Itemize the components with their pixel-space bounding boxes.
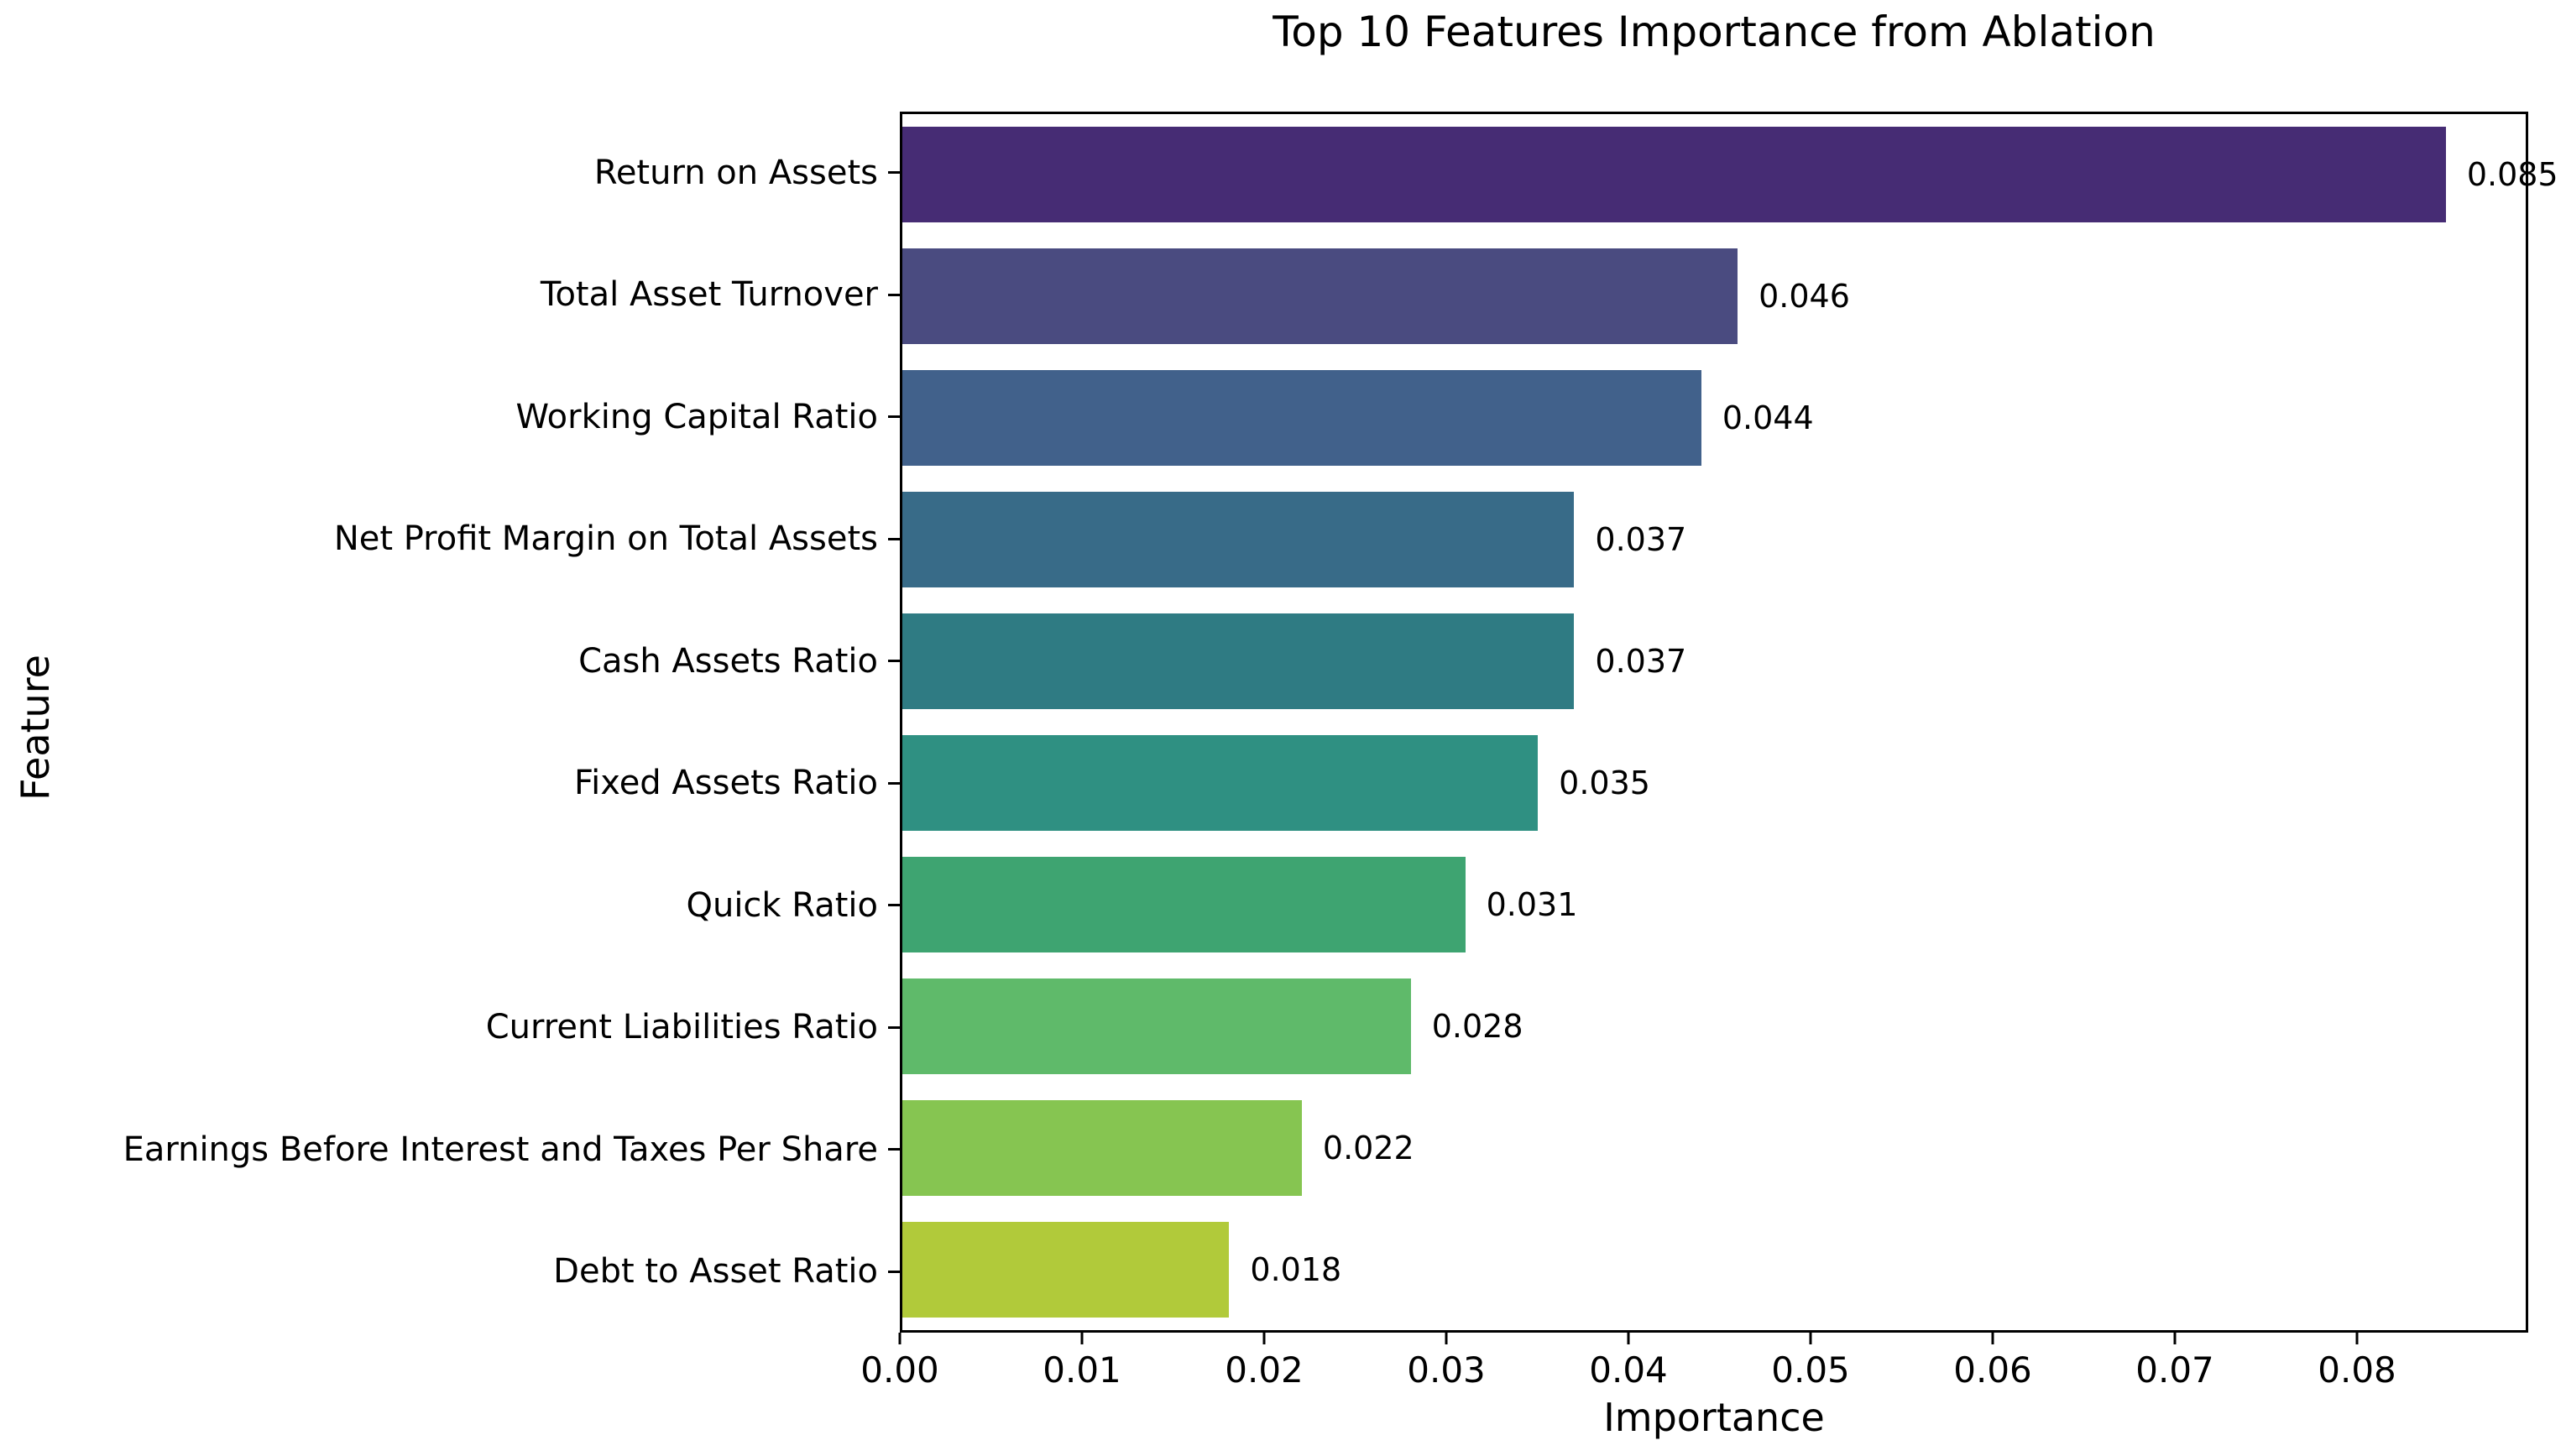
- bar: [902, 978, 1411, 1074]
- x-tick-mark: [898, 1333, 901, 1344]
- y-tick-mark: [888, 171, 900, 175]
- y-tick-label: Total Asset Turnover: [540, 275, 878, 315]
- bar-value-label: 0.018: [1250, 1250, 1342, 1288]
- bar: [902, 856, 1466, 952]
- bar-value-label: 0.085: [2466, 156, 2558, 194]
- y-tick-mark: [888, 1148, 900, 1151]
- x-tick-mark: [2173, 1333, 2177, 1344]
- bar-value-label: 0.044: [1722, 399, 1814, 437]
- x-tick-mark: [1080, 1333, 1084, 1344]
- x-tick-mark: [2355, 1333, 2359, 1344]
- x-axis-tick-marks: [898, 1333, 2528, 1344]
- bar-value-label: 0.028: [1431, 1007, 1523, 1045]
- chart-title: Top 10 Features Importance from Ablation: [1273, 8, 2156, 56]
- x-axis-label: Importance: [1603, 1395, 1825, 1440]
- x-tick-mark: [1809, 1333, 1812, 1344]
- x-axis-tick-labels: 0.00 0.01 0.02 0.03 0.04 0.05 0.06 0.07 0.08: [860, 1349, 2528, 1391]
- y-tick-mark: [888, 660, 900, 663]
- bar: [902, 370, 1701, 467]
- bar: [902, 492, 1575, 588]
- y-tick-mark: [888, 293, 900, 296]
- y-tick-mark: [888, 781, 900, 785]
- x-tick-label: 0.00: [860, 1349, 939, 1391]
- y-tick-mark: [888, 1025, 900, 1029]
- y-tick-label: Earnings Before Interest and Taxes Per S…: [123, 1130, 878, 1169]
- bar-value-label: 0.031: [1486, 885, 1578, 923]
- bar: [902, 734, 1539, 831]
- x-tick-label: 0.08: [2318, 1349, 2396, 1391]
- y-tick-label: Fixed Assets Ratio: [574, 764, 878, 803]
- x-tick-label: 0.07: [2135, 1349, 2214, 1391]
- y-tick-mark: [888, 537, 900, 540]
- y-tick-mark: [888, 1270, 900, 1273]
- x-tick-label: 0.01: [1043, 1349, 1121, 1391]
- x-tick-label: 0.02: [1225, 1349, 1304, 1391]
- bar: [902, 1099, 1302, 1196]
- plot-area: 0.085 0.046 0.044 0.037 0.037 0.035 0.031 0.028…: [900, 112, 2558, 1333]
- y-tick-label: Current Liabilities Ratio: [485, 1008, 878, 1047]
- bar-value-label: 0.037: [1595, 521, 1687, 559]
- y-tick-mark: [888, 904, 900, 907]
- y-axis-tick-labels: Return on Assets Total Asset Turnover Work…: [0, 112, 878, 1333]
- bar-value-label: 0.022: [1322, 1129, 1414, 1166]
- y-tick-label: Debt to Asset Ratio: [553, 1252, 878, 1292]
- bar: [902, 127, 2446, 223]
- bar: [902, 1221, 1230, 1318]
- y-tick-label: Quick Ratio: [686, 885, 878, 925]
- y-tick-label: Return on Assets: [593, 153, 878, 192]
- x-tick-label: 0.05: [1771, 1349, 1850, 1391]
- x-tick-mark: [1991, 1333, 1994, 1344]
- bar-value-label: 0.037: [1595, 643, 1687, 681]
- x-tick-label: 0.03: [1407, 1349, 1486, 1391]
- x-tick-mark: [1627, 1333, 1630, 1344]
- bar: [902, 613, 1575, 710]
- bar: [902, 248, 1738, 345]
- y-tick-label: Net Profit Margin on Total Assets: [333, 519, 878, 559]
- y-axis-tick-marks: [888, 112, 900, 1333]
- y-tick-label: Cash Assets Ratio: [578, 641, 878, 681]
- x-tick-label: 0.04: [1589, 1349, 1668, 1391]
- bar-value-label: 0.035: [1559, 764, 1650, 801]
- bar-value-label: 0.046: [1759, 278, 1850, 316]
- y-tick-label: Working Capital Ratio: [515, 397, 878, 436]
- x-tick-label: 0.06: [1953, 1349, 2032, 1391]
- x-tick-mark: [1262, 1333, 1266, 1344]
- y-tick-mark: [888, 415, 900, 419]
- x-tick-mark: [1445, 1333, 1448, 1344]
